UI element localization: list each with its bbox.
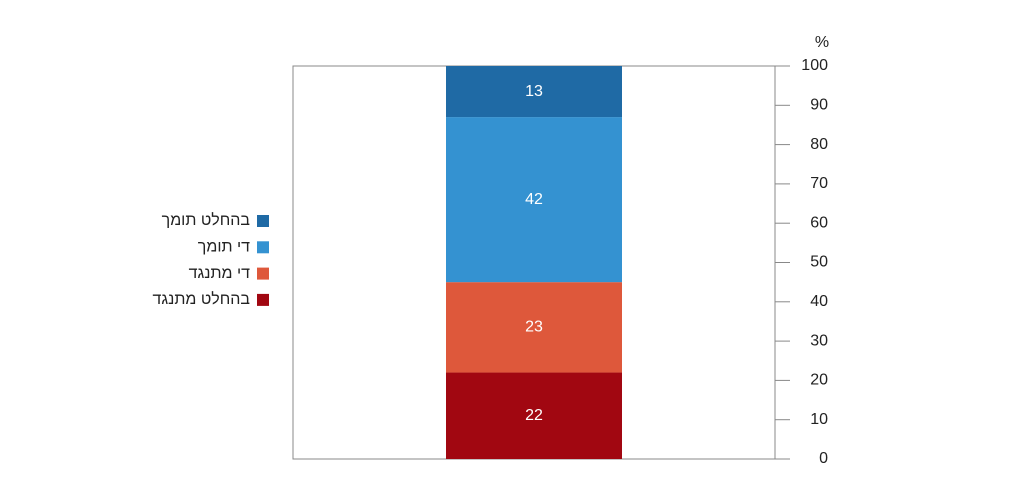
y-tick-label: 80 bbox=[810, 136, 828, 153]
bar-segment bbox=[446, 282, 622, 373]
y-tick-label: 30 bbox=[810, 332, 828, 349]
y-tick-label: 50 bbox=[810, 254, 828, 271]
legend-swatch bbox=[257, 215, 269, 227]
y-tick-label: 90 bbox=[810, 97, 828, 114]
y-tick-label: 0 bbox=[819, 450, 828, 467]
legend-swatch bbox=[257, 267, 269, 280]
y-tick-label: 70 bbox=[810, 175, 828, 192]
data-label: 42 bbox=[525, 191, 543, 208]
legend-swatch bbox=[257, 241, 269, 254]
legend-label: די מתנגד bbox=[189, 265, 251, 282]
legend-label: בהחלט תומך bbox=[162, 211, 251, 229]
y-tick-label: 20 bbox=[810, 372, 828, 389]
legend-label: די תומך bbox=[198, 239, 250, 256]
y-tick-label: 60 bbox=[810, 214, 828, 231]
legend-swatch bbox=[257, 293, 269, 306]
y-tick-label: 40 bbox=[810, 293, 828, 310]
data-label: 23 bbox=[525, 319, 543, 336]
bar-segment bbox=[446, 117, 622, 283]
data-label: 13 bbox=[525, 83, 543, 100]
bar-segment bbox=[446, 66, 622, 118]
y-tick-label: 100 bbox=[801, 57, 828, 74]
y-axis-label: % bbox=[815, 34, 829, 51]
y-tick-label: 10 bbox=[810, 411, 828, 428]
data-label: 22 bbox=[525, 407, 543, 424]
bar-segment bbox=[446, 372, 622, 459]
legend-label: בהחלט מתנגד bbox=[152, 290, 250, 308]
